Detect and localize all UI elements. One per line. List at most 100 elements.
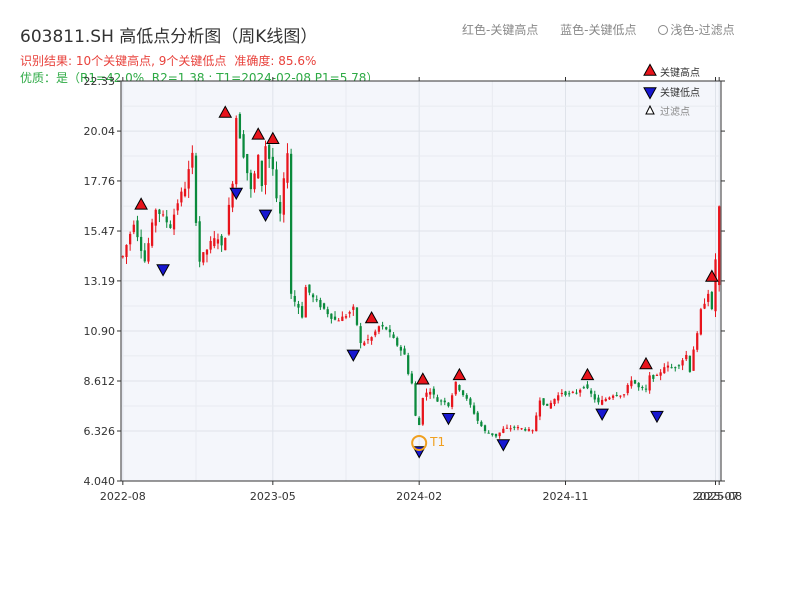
candle-body (220, 235, 223, 246)
candle-body (685, 354, 688, 360)
candle-body (147, 243, 150, 262)
x-tick-label: 2024-11 (543, 490, 589, 503)
candle-body (246, 154, 249, 174)
candle-body (637, 382, 640, 388)
candle-body (465, 395, 468, 399)
candle-body (597, 397, 600, 403)
legend-high-label: 关键高点 (660, 66, 700, 79)
candle-body (180, 191, 183, 203)
candle-body (242, 134, 245, 158)
key-high-marker (705, 269, 719, 282)
candle-body (187, 169, 190, 189)
legend-low-icon (643, 87, 657, 100)
candle-body (429, 391, 432, 395)
candle-body (571, 391, 574, 393)
y-tick-label: 4.040 (84, 475, 116, 488)
y-tick-label: 10.90 (84, 325, 116, 338)
candle-body (377, 326, 381, 332)
candle-body (421, 398, 424, 425)
candle-body (183, 188, 187, 197)
candle-body (710, 291, 713, 310)
candle-body (194, 155, 198, 223)
key-high-marker (364, 310, 379, 324)
candle-body (172, 214, 176, 230)
candle-body (209, 240, 212, 250)
candle-body (418, 417, 421, 426)
light-circle-icon (658, 25, 669, 35)
candle-body (641, 387, 644, 389)
key-high-marker (639, 356, 653, 370)
key-high-marker (218, 105, 233, 118)
candle-body (644, 388, 648, 390)
candle-body (461, 390, 465, 396)
candle-body (129, 233, 132, 245)
candle-body (516, 427, 520, 429)
y-tick-label: 17.76 (84, 175, 116, 188)
candle-body (286, 153, 289, 183)
candle-body (213, 238, 216, 247)
y-tick-label: 8.612 (84, 375, 116, 388)
key-low-marker (156, 264, 170, 277)
candle-body (564, 391, 567, 396)
candle-body (593, 394, 596, 400)
candle-body (319, 299, 322, 308)
result-line: 识别结果: 10个关键高点, 9个关键低点 准确度: 85.6% (20, 52, 316, 69)
candle-body (524, 429, 527, 431)
candle-body (538, 400, 542, 417)
candle-body (513, 426, 516, 428)
key-high-marker (134, 197, 148, 210)
legend-light-text: 浅色-过滤点 (670, 23, 735, 37)
candle-body (268, 144, 271, 159)
candle-body (527, 429, 531, 431)
legend-filtered-icon (645, 104, 655, 115)
candle-body (132, 224, 135, 233)
candle-body (238, 113, 242, 139)
grid-lines (121, 81, 721, 481)
candle-body (264, 146, 267, 185)
candles-group (121, 112, 721, 439)
candle-body (224, 237, 227, 251)
key-low-marker (441, 413, 456, 426)
candle-body (260, 160, 263, 187)
candle-body (143, 250, 146, 262)
candle-body (359, 326, 362, 344)
candle-body (626, 385, 629, 394)
candle-body (604, 398, 607, 402)
x-tick-label: 2025-08 (696, 490, 742, 503)
accuracy-text: 准确度: 85.6% (234, 54, 317, 68)
candle-body (718, 206, 721, 286)
key-low-marker (496, 439, 511, 452)
candle-body (707, 293, 710, 302)
candle-body (560, 392, 563, 394)
candle-body (699, 309, 703, 335)
candle-body (586, 384, 589, 389)
candle-body (663, 367, 666, 374)
candle-body (341, 316, 344, 321)
candle-body (366, 339, 370, 341)
candle-body (542, 398, 545, 405)
candle-body (202, 252, 205, 263)
candle-body (648, 375, 651, 391)
candle-body (425, 392, 428, 397)
key-high-marker (415, 372, 430, 385)
candle-body (546, 403, 549, 406)
candle-body (615, 394, 618, 396)
candle-body (158, 209, 161, 214)
candle-body (348, 312, 351, 314)
candle-body (458, 385, 461, 391)
key-low-marker (258, 209, 273, 222)
candle-body (235, 118, 238, 185)
candle-body (165, 216, 168, 223)
candle-body (374, 331, 377, 336)
candle-body (677, 365, 681, 367)
candle-body (480, 421, 483, 427)
x-tick-label: 2024-02 (396, 490, 442, 503)
candle-body (333, 316, 337, 320)
candle-body (326, 309, 329, 315)
candle-body (450, 395, 454, 407)
x-tick-label: 2023-05 (250, 490, 296, 503)
candle-body (670, 367, 673, 369)
candle-body (205, 249, 209, 255)
candle-body (633, 380, 637, 384)
key-low-marker (595, 408, 609, 421)
